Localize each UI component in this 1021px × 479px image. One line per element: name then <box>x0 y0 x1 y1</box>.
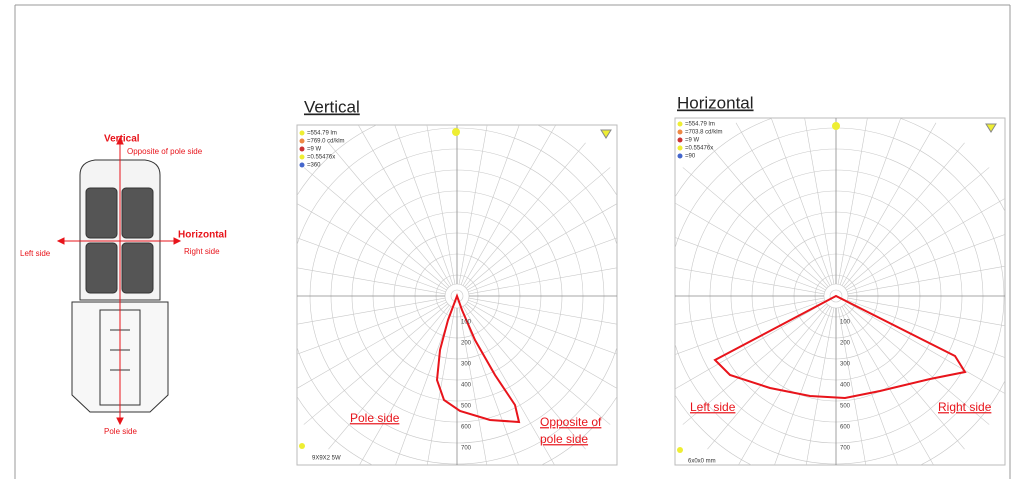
legend-icon <box>678 154 683 159</box>
heading: Horizontal <box>677 93 754 112</box>
label: Horizontal <box>178 230 227 241</box>
radial-label: 400 <box>840 383 851 389</box>
footer-note: 6x0x0 mm <box>688 459 716 465</box>
legend-icon <box>678 138 683 143</box>
annotation: Pole side <box>350 411 400 425</box>
radial-label: 500 <box>840 404 851 410</box>
legend-text: =0.55476x <box>685 146 713 152</box>
legend-icon <box>300 147 305 152</box>
radial-label: 400 <box>461 383 472 389</box>
radial-label: 300 <box>840 362 851 368</box>
legend-text: =769.0 cd/klm <box>307 139 345 145</box>
legend-text: =9 W <box>307 147 322 153</box>
radial-label: 200 <box>461 341 472 347</box>
radial-label: 700 <box>840 446 851 452</box>
annotation: pole side <box>540 432 588 446</box>
legend-text: =9 W <box>685 138 700 144</box>
annotation: Left side <box>690 400 736 414</box>
label: Pole side <box>104 427 137 436</box>
legend-icon <box>300 131 305 136</box>
legend-icon <box>300 163 305 168</box>
legend-text: =360 <box>307 163 321 169</box>
label: Vertical <box>104 134 140 145</box>
legend-text: =703.8 cd/klm <box>685 130 723 136</box>
legend-icon <box>300 155 305 160</box>
heading: Vertical <box>304 97 360 116</box>
radial-label: 300 <box>461 362 472 368</box>
annotation: Right side <box>938 400 992 414</box>
footer-note: 9X9X2 5W <box>312 456 341 462</box>
radial-label: 600 <box>840 425 851 431</box>
radial-label: 700 <box>461 446 472 452</box>
legend-text: =554.79 lm <box>685 122 715 128</box>
legend-icon <box>300 139 305 144</box>
legend-text: =90 <box>685 154 696 160</box>
radial-label: 200 <box>840 341 851 347</box>
radial-label: 100 <box>461 320 472 326</box>
label: Left side <box>20 249 51 258</box>
legend-icon <box>678 146 683 151</box>
legend-text: =554.79 lm <box>307 131 337 137</box>
legend-icon <box>678 122 683 127</box>
page: Vertical Opposite of pole side Horizonta… <box>0 0 1021 479</box>
label: Opposite of pole side <box>127 147 203 156</box>
radial-label: 100 <box>840 320 851 326</box>
radial-label: 600 <box>461 425 472 431</box>
annotation: Opposite of <box>540 415 602 429</box>
legend-icon <box>678 130 683 135</box>
label: Right side <box>184 247 220 256</box>
legend-text: =0.55476x <box>307 155 335 161</box>
radial-label: 500 <box>461 404 472 410</box>
